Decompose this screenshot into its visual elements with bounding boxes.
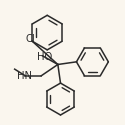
Text: HO: HO xyxy=(37,52,52,62)
Text: HN: HN xyxy=(17,71,32,81)
Text: Cl: Cl xyxy=(25,34,35,44)
